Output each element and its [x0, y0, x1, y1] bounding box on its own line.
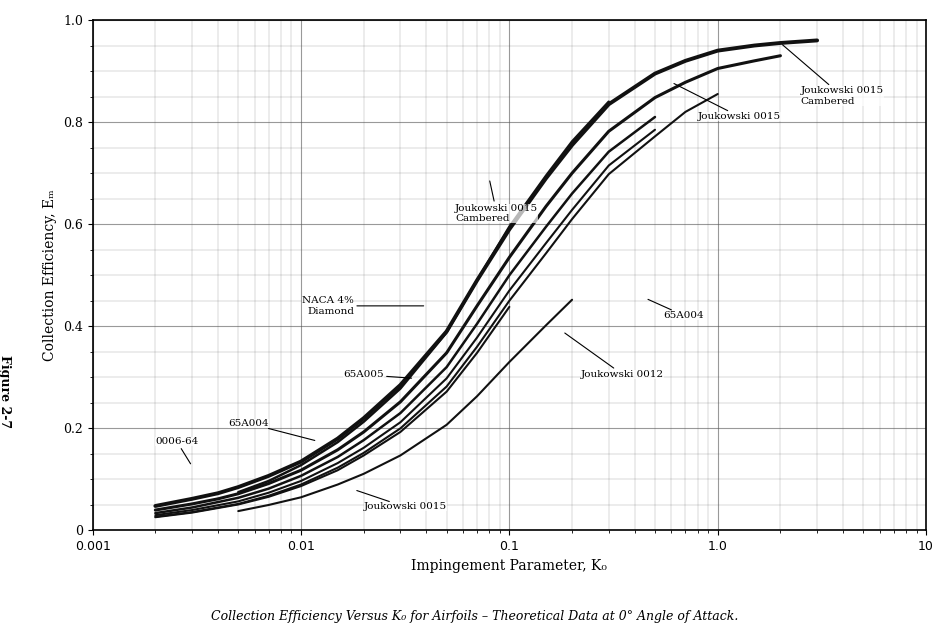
Text: Collection Efficiency Versus K₀ for Airfoils – Theoretical Data at 0° Angle of A: Collection Efficiency Versus K₀ for Airf… — [211, 610, 738, 623]
Text: 0006-64: 0006-64 — [156, 437, 198, 464]
Text: Joukowski 0015
Cambered: Joukowski 0015 Cambered — [783, 45, 884, 106]
Text: Joukowski 0015: Joukowski 0015 — [357, 490, 447, 511]
Y-axis label: Collection Efficiency, Eₘ: Collection Efficiency, Eₘ — [44, 190, 58, 361]
Text: 65A005: 65A005 — [344, 370, 412, 379]
Text: Joukowski 0015: Joukowski 0015 — [674, 83, 781, 121]
Text: 65A004: 65A004 — [228, 419, 315, 441]
Text: Joukowski 0015
Cambered: Joukowski 0015 Cambered — [456, 181, 538, 223]
X-axis label: Impingement Parameter, K₀: Impingement Parameter, K₀ — [412, 559, 607, 573]
Text: 65A004: 65A004 — [648, 300, 704, 320]
Text: NACA 4%
Diamond: NACA 4% Diamond — [303, 296, 423, 315]
Text: Joukowski 0012: Joukowski 0012 — [565, 333, 663, 379]
Text: Figure 2-7: Figure 2-7 — [0, 355, 11, 428]
